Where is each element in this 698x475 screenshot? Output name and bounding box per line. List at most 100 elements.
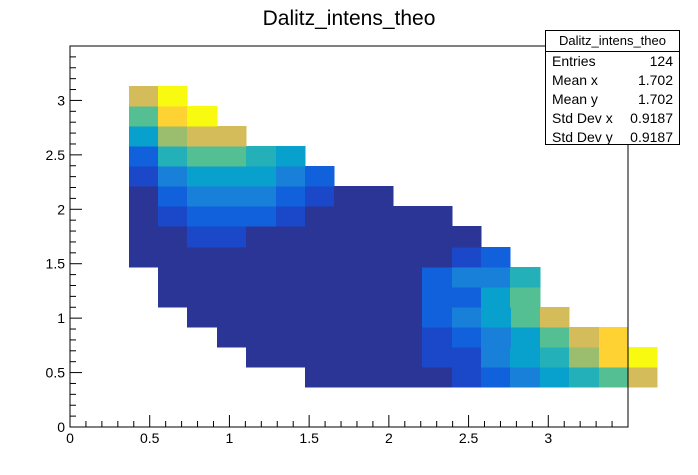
y-tick-label: 3 bbox=[57, 92, 65, 108]
heatmap-cell bbox=[334, 367, 365, 388]
heatmap-cell bbox=[187, 186, 218, 207]
heatmap-cell bbox=[217, 287, 247, 308]
heatmap-cell bbox=[187, 226, 218, 248]
heatmap-cell bbox=[393, 287, 423, 308]
heatmap-cell bbox=[276, 247, 306, 268]
heatmap-cell bbox=[276, 347, 306, 368]
heatmap-cell bbox=[422, 267, 453, 288]
heatmap-cell bbox=[246, 327, 277, 348]
stats-row-mean-x: Mean x 1.702 bbox=[546, 71, 679, 90]
heatmap-cell bbox=[129, 106, 159, 127]
heatmap-cell bbox=[422, 287, 453, 308]
heatmap-cell bbox=[158, 287, 188, 308]
heatmap-cell bbox=[187, 166, 218, 187]
stats-box: Dalitz_intens_theo Entries 124 Mean x 1.… bbox=[545, 30, 680, 145]
heatmap-cell bbox=[129, 166, 159, 187]
heatmap-cell bbox=[129, 146, 159, 167]
heatmap-cell bbox=[628, 347, 658, 368]
x-tick-label: 2.5 bbox=[459, 430, 479, 446]
heatmap-cell bbox=[364, 267, 394, 288]
heatmap-cell bbox=[364, 226, 394, 248]
heatmap-cell bbox=[452, 287, 482, 308]
heatmap-cell bbox=[364, 347, 394, 368]
stats-label: Entries bbox=[552, 53, 596, 69]
heatmap-cell bbox=[422, 347, 453, 368]
heatmap-cell bbox=[246, 287, 276, 308]
heatmap-cell bbox=[246, 307, 277, 328]
heatmap-cell bbox=[305, 367, 335, 388]
heatmap-cell bbox=[510, 287, 541, 308]
heatmap-cell bbox=[334, 247, 365, 268]
heatmap-cell bbox=[511, 307, 541, 328]
stats-label: Mean x bbox=[552, 72, 598, 88]
heatmap-cell bbox=[187, 146, 218, 167]
heatmap-cell bbox=[334, 206, 365, 227]
heatmap-cell bbox=[510, 347, 541, 368]
heatmap-cell bbox=[481, 327, 512, 348]
heatmap-cell bbox=[510, 267, 541, 288]
heatmap-cell bbox=[246, 226, 277, 248]
heatmap-cell bbox=[481, 347, 511, 368]
stats-row-mean-y: Mean y 1.702 bbox=[546, 90, 679, 109]
heatmap-cell bbox=[452, 367, 482, 388]
y-tick-label: 2 bbox=[57, 201, 65, 217]
heatmap-cell bbox=[276, 206, 306, 227]
stats-label: Std Dev y bbox=[552, 129, 613, 145]
heatmap-cell bbox=[422, 226, 453, 248]
heatmap-cell bbox=[217, 166, 247, 187]
heatmap-cell bbox=[364, 206, 394, 227]
y-tick-label: 1 bbox=[57, 310, 65, 326]
heatmap-cell bbox=[246, 347, 277, 368]
x-tick-label: 1 bbox=[226, 430, 234, 446]
heatmap-cell bbox=[364, 307, 394, 328]
heatmap-cell bbox=[334, 307, 365, 328]
heatmap-cell bbox=[305, 166, 335, 187]
heatmap-cell bbox=[217, 307, 247, 328]
heatmap-cell bbox=[569, 327, 600, 348]
heatmap-cell bbox=[452, 327, 482, 348]
heatmap-cell bbox=[364, 247, 394, 268]
x-tick-label: 1.5 bbox=[299, 430, 319, 446]
heatmap-cell bbox=[129, 186, 159, 207]
heatmap-cell bbox=[276, 327, 306, 348]
stats-value: 0.9187 bbox=[630, 110, 673, 126]
heatmap-cell bbox=[393, 206, 423, 227]
y-axis: 0 0.5 1 1.5 2 2.5 3 bbox=[46, 45, 82, 435]
heatmap-cell bbox=[422, 206, 453, 227]
heatmap-cell bbox=[158, 267, 188, 288]
heatmap-cell bbox=[246, 247, 277, 268]
heatmap-cell bbox=[540, 347, 570, 368]
heatmap-cell bbox=[305, 247, 335, 268]
heatmap-cell bbox=[334, 327, 365, 348]
heatmap-cell bbox=[569, 367, 600, 388]
x-tick-label: 3 bbox=[544, 430, 552, 446]
heatmap-cell bbox=[158, 247, 188, 268]
heatmap-cell bbox=[305, 327, 335, 348]
heatmap-cell bbox=[452, 247, 482, 268]
heatmap-cell bbox=[276, 307, 306, 328]
stats-value: 1.702 bbox=[637, 72, 673, 88]
heatmap-cell bbox=[129, 206, 159, 227]
heatmap-cell bbox=[305, 226, 335, 248]
heatmap-cell bbox=[158, 186, 188, 207]
heatmap-cell bbox=[364, 327, 394, 348]
chart-title: Dalitz_intens_theo bbox=[263, 7, 436, 30]
heatmap-cell bbox=[540, 327, 570, 348]
heatmap-cell bbox=[305, 267, 335, 288]
heatmap-cell bbox=[452, 267, 482, 288]
stats-label: Mean y bbox=[552, 91, 598, 107]
heatmap-cell bbox=[393, 307, 423, 328]
stats-row-entries: Entries 124 bbox=[546, 52, 679, 71]
heatmap-cell bbox=[129, 126, 159, 147]
heatmap-cell bbox=[187, 247, 218, 268]
heatmap-cell bbox=[217, 206, 247, 227]
heatmap-cell bbox=[393, 367, 423, 388]
heatmap-cell bbox=[569, 347, 600, 368]
heatmap-cell bbox=[187, 307, 218, 328]
heatmap-cell bbox=[217, 226, 247, 248]
heatmap-cell bbox=[452, 307, 482, 328]
stats-label: Std Dev x bbox=[552, 110, 613, 126]
heatmap-cells bbox=[129, 86, 658, 388]
heatmap-cell bbox=[217, 327, 247, 348]
